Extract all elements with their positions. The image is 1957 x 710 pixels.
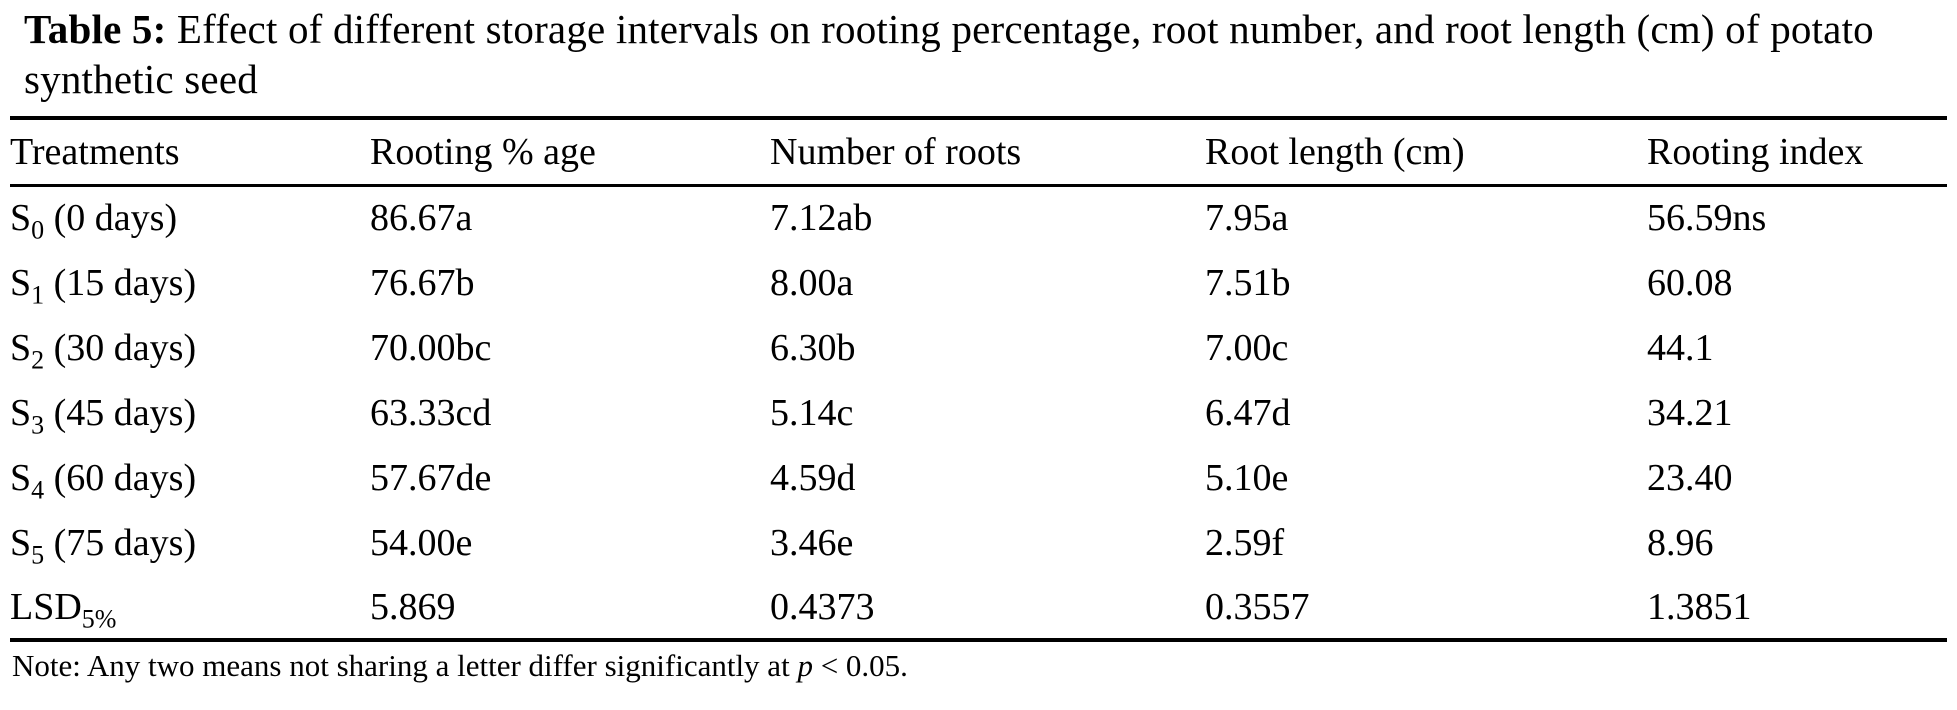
rooting-index-cell: 1.3851 [1647,585,1752,628]
root-length-cell: 7.95a [1205,197,1289,240]
number-roots-cell: 4.59d [770,456,856,499]
root-length-cell: 5.10e [1205,456,1289,499]
rooting-index-cell: 23.40 [1647,456,1733,499]
rooting-pct-cell: 86.67a [370,197,473,240]
number-roots-cell: 0.4373 [770,585,875,628]
treatment-cell: S5 (75 days) [10,510,370,575]
rooting-pct-cell: 70.00bc [370,326,492,369]
root-length-cell: 0.3557 [1205,585,1310,628]
number-roots-cell: 6.30b [770,326,856,369]
rooting-pct-cell: 63.33cd [370,391,492,434]
treatment-subscript: 2 [31,345,45,375]
rooting-pct-cell: 5.869 [370,585,456,628]
treatment-base: S [10,261,32,304]
note-p-symbol: p [797,648,813,684]
treatment-cell: LSD5% [10,575,370,640]
table-row: S1 (15 days) 76.67b 8.00a 7.51b 60.08 [10,250,1947,315]
root-length-cell: 2.59f [1205,521,1285,564]
rooting-pct-cell: 57.67de [370,456,492,499]
header-treatments: Treatments [10,118,370,187]
rooting-index-cell: 56.59ns [1647,197,1767,240]
treatment-cell: S3 (45 days) [10,380,370,445]
table-caption: Table 5: Effect of different storage int… [10,4,1945,104]
table-row: S0 (0 days) 86.67a 7.12ab 7.95a 56.59ns [10,185,1947,250]
root-length-cell: 7.51b [1205,261,1291,304]
header-number-roots: Number of roots [770,118,1205,187]
table-row: S3 (45 days) 63.33cd 5.14c 6.47d 34.21 [10,380,1947,445]
number-roots-cell: 8.00a [770,261,854,304]
treatment-rest: (15 days) [44,261,197,304]
treatment-rest: (45 days) [44,391,197,434]
treatment-subscript: 1 [31,280,45,310]
treatment-cell: S2 (30 days) [10,315,370,380]
data-table: Treatments Rooting % age Number of roots… [10,116,1947,643]
treatment-base: S [10,521,32,564]
table-note: Note: Any two means not sharing a letter… [10,648,1945,684]
treatment-base: S [10,326,32,369]
treatment-rest: (30 days) [44,326,197,369]
rooting-index-cell: 60.08 [1647,261,1733,304]
treatment-base: LSD [10,585,82,628]
treatment-rest: (75 days) [44,521,197,564]
treatment-subscript: 4 [31,475,45,505]
treatment-rest: (60 days) [44,456,197,499]
treatment-cell: S4 (60 days) [10,445,370,510]
rooting-pct-cell: 76.67b [370,261,475,304]
treatment-rest: (0 days) [44,197,178,240]
treatment-subscript: 3 [31,410,45,440]
treatment-base: S [10,456,32,499]
root-length-cell: 7.00c [1205,326,1289,369]
header-rooting-pct: Rooting % age [370,118,770,187]
header-rooting-index: Rooting index [1647,118,1947,187]
treatment-base: S [10,391,32,434]
treatment-subscript: 5% [81,604,117,634]
table-row: S5 (75 days) 54.00e 3.46e 2.59f 8.96 [10,510,1947,575]
treatment-subscript: 0 [31,215,45,245]
table-caption-label: Table 5: [24,6,167,52]
treatment-subscript: 5 [31,540,45,570]
number-roots-cell: 7.12ab [770,197,873,240]
header-row: Treatments Rooting % age Number of roots… [10,118,1947,187]
number-roots-cell: 3.46e [770,521,854,564]
table-row: S2 (30 days) 70.00bc 6.30b 7.00c 44.1 [10,315,1947,380]
table-row: S4 (60 days) 57.67de 4.59d 5.10e 23.40 [10,445,1947,510]
treatment-cell: S0 (0 days) [10,185,370,250]
table-row: LSD5% 5.869 0.4373 0.3557 1.3851 [10,575,1947,640]
note-prefix: Note: Any two means not sharing a letter… [12,648,798,684]
note-suffix: < 0.05. [812,648,908,684]
root-length-cell: 6.47d [1205,391,1291,434]
number-roots-cell: 5.14c [770,391,854,434]
header-root-length: Root length (cm) [1205,118,1647,187]
treatment-cell: S1 (15 days) [10,250,370,315]
rooting-index-cell: 44.1 [1647,326,1714,369]
rooting-index-cell: 34.21 [1647,391,1733,434]
treatment-base: S [10,197,32,240]
rooting-index-cell: 8.96 [1647,521,1714,564]
rooting-pct-cell: 54.00e [370,521,473,564]
table-caption-text: Effect of different storage intervals on… [24,6,1874,103]
